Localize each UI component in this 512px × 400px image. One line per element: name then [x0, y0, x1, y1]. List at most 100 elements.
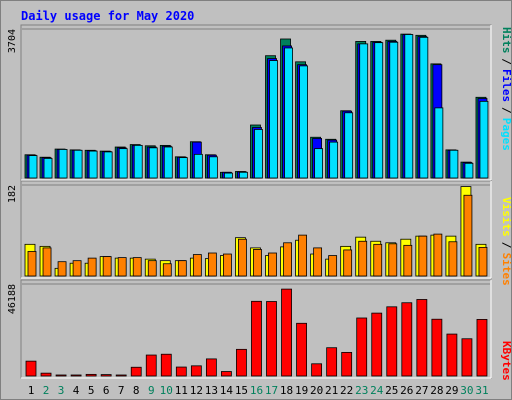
x-tick-day-17: 17 [265, 384, 278, 397]
pages-bar-day-3 [58, 149, 68, 179]
x-tick-day-5: 5 [88, 384, 95, 397]
sites-bar-day-11 [177, 260, 187, 277]
sites-bar-day-28 [433, 233, 443, 277]
x-tick-day-2: 2 [43, 384, 50, 397]
sites-bar-day-4 [72, 260, 82, 277]
pages-bar-day-21 [329, 141, 339, 179]
kbytes-bar-day-30 [461, 338, 473, 377]
sites-bar-day-25 [388, 243, 398, 277]
kbytes-bar-day-15 [236, 348, 247, 377]
sites-bar-day-30 [463, 194, 473, 277]
x-tick-day-16: 16 [250, 384, 263, 397]
x-tick-day-7: 7 [118, 384, 125, 397]
pages-bar-day-2 [43, 158, 53, 179]
x-tick-day-14: 14 [220, 384, 234, 397]
sites-bar-day-20 [313, 247, 323, 277]
pages-bar-day-27 [419, 36, 429, 179]
pages-bar-day-1 [28, 155, 38, 179]
legend-visits: Visits [500, 197, 511, 237]
pages-bar-day-26 [404, 34, 414, 179]
kbytes-bar-day-16 [251, 300, 262, 377]
sites-bar-day-12 [192, 254, 202, 277]
sites-bar-day-8 [132, 257, 142, 277]
sites-bar-day-22 [343, 249, 353, 277]
x-tick-day-29: 29 [445, 384, 458, 397]
x-tick-day-1: 1 [28, 384, 35, 397]
sites-bar-day-5 [87, 257, 97, 277]
panel-3-ymax-label: 46188 [7, 284, 18, 314]
x-tick-day-15: 15 [235, 384, 248, 397]
kbytes-bar-day-13 [205, 358, 217, 377]
kbytes-bar-day-14 [221, 371, 232, 377]
sites-bar-day-17 [268, 252, 277, 277]
sites-bar-day-23 [358, 240, 368, 277]
kbytes-bar-day-19 [296, 322, 307, 377]
kbytes-bar-day-23 [356, 317, 368, 377]
sites-bar-day-2 [42, 247, 52, 277]
x-tick-day-26: 26 [400, 384, 413, 397]
kbytes-bar-day-6 [100, 374, 112, 377]
kbytes-bar-day-10 [160, 353, 172, 377]
sites-bar-day-6 [102, 256, 112, 277]
x-tick-day-4: 4 [73, 384, 80, 397]
sites-bar-day-1 [27, 251, 37, 277]
pages-bar-day-16 [254, 129, 263, 179]
chart-title: Daily usage for May 2020 [21, 9, 195, 23]
pages-bar-day-31 [479, 100, 489, 179]
sites-bar-day-21 [328, 255, 338, 277]
kbytes-bar-day-5 [85, 373, 97, 377]
x-tick-day-19: 19 [295, 384, 308, 397]
sites-bar-day-27 [418, 235, 428, 277]
sites-bar-day-29 [448, 241, 458, 277]
x-tick-day-25: 25 [385, 384, 398, 397]
kbytes-bar-day-11 [175, 366, 187, 377]
pages-bar-day-22 [344, 112, 354, 179]
pages-bar-day-8 [133, 144, 143, 179]
legend-files: Files [500, 69, 511, 102]
sites-bar-day-14 [223, 253, 232, 277]
x-tick-day-30: 30 [460, 384, 473, 397]
kbytes-bar-day-2 [40, 372, 52, 377]
sites-bar-day-16 [253, 249, 262, 277]
pages-bar-day-11 [178, 157, 188, 179]
kbytes-bar-day-26 [401, 302, 413, 377]
x-tick-day-3: 3 [58, 384, 65, 397]
x-tick-day-13: 13 [205, 384, 218, 397]
kbytes-bar-day-27 [416, 299, 428, 377]
pages-bar-day-17 [269, 60, 278, 179]
x-tick-day-22: 22 [340, 384, 353, 397]
x-tick-day-6: 6 [103, 384, 110, 397]
kbytes-bar-day-4 [70, 374, 82, 377]
panel-2-ymax-label: 182 [7, 185, 18, 203]
legend-pages: Pages [500, 118, 511, 151]
pages-bar-day-15 [239, 171, 248, 179]
kbytes-bar-day-8 [130, 366, 142, 377]
sites-bar-day-7 [117, 257, 127, 277]
x-tick-day-21: 21 [325, 384, 338, 397]
x-tick-day-9: 9 [148, 384, 155, 397]
x-tick-day-24: 24 [370, 384, 384, 397]
legend-sep-1: / [500, 58, 511, 65]
pages-bar-day-30 [464, 162, 474, 179]
sites-bar-day-10 [162, 263, 172, 277]
pages-bar-day-28 [434, 107, 444, 179]
pages-bar-day-23 [359, 43, 369, 179]
x-tick-day-8: 8 [133, 384, 140, 397]
legend-sites: Sites [500, 253, 511, 286]
sites-bar-day-13 [207, 252, 217, 277]
panel-1-ymax-label: 3704 [7, 29, 18, 53]
sites-bar-day-19 [298, 234, 307, 277]
sites-bar-day-15 [238, 238, 247, 277]
kbytes-bar-day-12 [190, 365, 202, 377]
legend-hits: Hits [500, 27, 511, 54]
pages-bar-day-19 [299, 65, 308, 179]
kbytes-bar-day-22 [341, 351, 353, 377]
kbytes-bar-day-20 [311, 363, 323, 377]
kbytes-bar-day-25 [386, 306, 398, 377]
kbytes-bar-day-31 [476, 319, 488, 377]
sites-bar-day-24 [373, 243, 383, 277]
pages-bar-day-6 [103, 151, 113, 179]
pages-bar-day-14 [224, 172, 233, 179]
sites-bar-day-3 [57, 261, 67, 277]
